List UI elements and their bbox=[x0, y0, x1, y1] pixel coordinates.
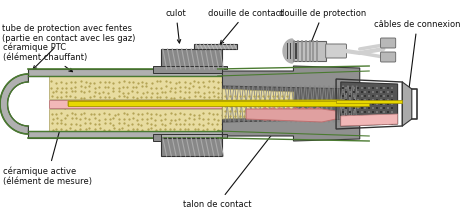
Bar bbox=[292, 43, 294, 59]
Polygon shape bbox=[341, 82, 398, 126]
Polygon shape bbox=[28, 131, 222, 138]
Polygon shape bbox=[246, 109, 336, 122]
Polygon shape bbox=[28, 69, 222, 76]
Polygon shape bbox=[68, 101, 369, 106]
Polygon shape bbox=[402, 82, 412, 126]
Polygon shape bbox=[49, 109, 293, 131]
Polygon shape bbox=[222, 89, 293, 119]
Text: douille de protection: douille de protection bbox=[279, 9, 366, 59]
Polygon shape bbox=[336, 100, 402, 103]
Text: céramique PTC
(élément chauffant): céramique PTC (élément chauffant) bbox=[3, 42, 87, 72]
Text: tube de protection avec fentes
(partie en contact avec les gaz): tube de protection avec fentes (partie e… bbox=[2, 24, 135, 69]
FancyBboxPatch shape bbox=[381, 52, 396, 62]
Bar bbox=[290, 43, 291, 59]
Polygon shape bbox=[154, 66, 227, 73]
Polygon shape bbox=[49, 100, 274, 108]
Text: céramique active
(élément de mesure): céramique active (élément de mesure) bbox=[3, 110, 92, 186]
Bar bbox=[292, 41, 326, 61]
FancyBboxPatch shape bbox=[326, 44, 346, 58]
Polygon shape bbox=[161, 49, 222, 69]
Text: culot: culot bbox=[166, 9, 186, 43]
Bar bbox=[295, 43, 297, 59]
Polygon shape bbox=[341, 114, 398, 126]
Polygon shape bbox=[194, 44, 237, 49]
Bar bbox=[287, 43, 288, 59]
Polygon shape bbox=[49, 76, 293, 99]
Text: douille de contact: douille de contact bbox=[208, 9, 284, 44]
Polygon shape bbox=[154, 134, 227, 141]
Polygon shape bbox=[222, 86, 360, 122]
FancyBboxPatch shape bbox=[381, 38, 396, 48]
Polygon shape bbox=[68, 100, 360, 107]
Polygon shape bbox=[0, 74, 28, 134]
Text: câbles de connexion: câbles de connexion bbox=[374, 19, 460, 100]
Polygon shape bbox=[161, 138, 222, 156]
Polygon shape bbox=[283, 39, 292, 63]
Text: talon de contact: talon de contact bbox=[183, 122, 282, 209]
Polygon shape bbox=[222, 66, 360, 141]
